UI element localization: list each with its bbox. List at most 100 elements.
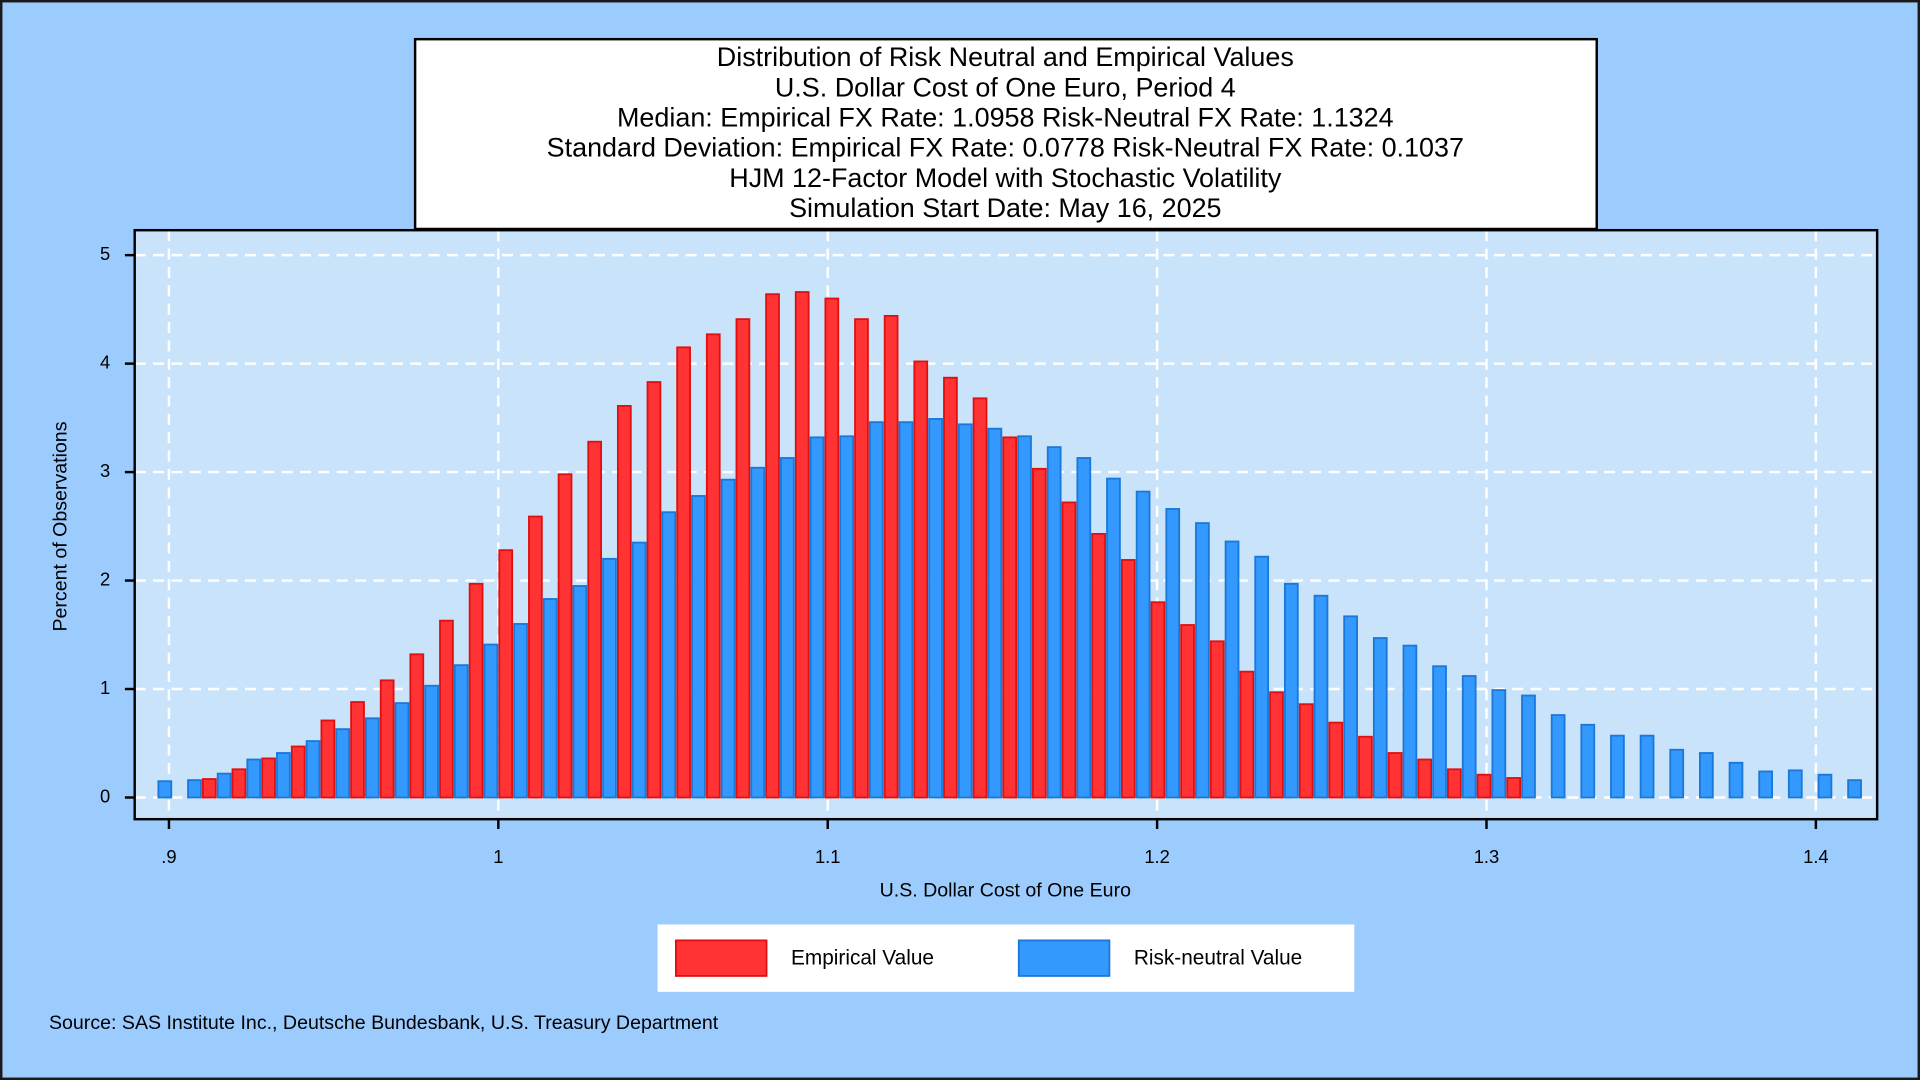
x-tick-label: 1.3 <box>1474 846 1500 867</box>
bar <box>809 436 825 799</box>
bar <box>824 297 840 799</box>
bar <box>616 405 632 799</box>
bar <box>1639 734 1655 799</box>
bar <box>839 435 855 799</box>
bar <box>661 511 677 799</box>
bar <box>913 360 929 799</box>
bar <box>276 752 291 799</box>
bar <box>1165 508 1181 799</box>
bar <box>1728 761 1744 799</box>
bar <box>1417 758 1433 799</box>
bar <box>1239 670 1255 799</box>
bar <box>379 679 395 799</box>
y-tick-label: 2 <box>100 568 110 589</box>
chart-title: Distribution of Risk Neutral and Empiric… <box>717 42 1294 72</box>
bar <box>1195 522 1210 799</box>
chart-subtitle: Standard Deviation: Empirical FX Rate: 0… <box>547 133 1464 163</box>
bar <box>957 423 973 799</box>
bar <box>898 421 914 799</box>
bar <box>646 381 662 799</box>
bar <box>1150 601 1166 799</box>
bar <box>1787 769 1803 799</box>
bar <box>350 701 365 799</box>
bar <box>1476 773 1492 799</box>
bar <box>602 557 617 799</box>
bar <box>1032 467 1047 799</box>
chart-subtitle: HJM 12-Factor Model with Stochastic Vola… <box>729 163 1282 193</box>
bar <box>290 745 306 799</box>
y-tick-label: 3 <box>100 460 110 481</box>
bar <box>424 684 439 799</box>
chart-subtitle: Median: Empirical FX Rate: 1.0958 Risk-N… <box>617 103 1394 133</box>
x-axis-label: U.S. Dollar Cost of One Euro <box>880 880 1131 902</box>
bar <box>557 473 573 799</box>
bar <box>187 779 202 799</box>
x-tick-label: 1.1 <box>815 846 841 867</box>
bar <box>1610 734 1625 799</box>
bar <box>1817 773 1833 799</box>
x-tick-label: .9 <box>161 846 176 867</box>
bar <box>1358 735 1373 799</box>
bar <box>1002 436 1018 799</box>
bar <box>1254 555 1270 799</box>
bar <box>1580 723 1596 799</box>
bar <box>1847 779 1862 799</box>
bar <box>231 768 247 799</box>
bar <box>1343 615 1358 799</box>
bar <box>305 740 321 799</box>
bar <box>1224 540 1240 799</box>
bar <box>409 653 425 799</box>
bar <box>1269 691 1284 799</box>
bar <box>1372 637 1388 799</box>
legend-swatch <box>1017 939 1111 977</box>
bar <box>572 585 588 799</box>
bar <box>1758 770 1773 799</box>
bar <box>750 466 766 799</box>
bar <box>1076 457 1092 799</box>
bar <box>1432 665 1447 799</box>
bar <box>320 719 336 799</box>
subtitles: U.S. Dollar Cost of One Euro, Period 4Me… <box>547 72 1464 222</box>
y-tick-label: 1 <box>100 677 110 698</box>
bar <box>854 318 869 799</box>
legend-label: Empirical Value <box>791 946 934 969</box>
bar <box>765 293 780 799</box>
bar <box>987 427 1003 799</box>
bar <box>498 549 514 799</box>
title-box <box>413 37 1598 231</box>
legend-box <box>657 924 1355 992</box>
bar <box>1283 582 1299 799</box>
bar <box>1521 694 1536 799</box>
chart-subtitle: Simulation Start Date: May 16, 2025 <box>789 193 1221 223</box>
x-tick-label: 1.4 <box>1803 846 1829 867</box>
bar <box>735 318 751 799</box>
bar <box>1091 532 1106 799</box>
y-tick-label: 0 <box>100 785 110 806</box>
bar <box>1180 624 1195 799</box>
bar <box>1402 644 1418 799</box>
y-tick-label: 4 <box>100 351 110 372</box>
x-tick-label: 1 <box>493 846 503 867</box>
bar <box>928 418 943 799</box>
bar <box>364 717 380 799</box>
bar <box>794 291 810 799</box>
bar <box>483 643 499 799</box>
bar <box>631 541 647 799</box>
source-note: Source: SAS Institute Inc., Deutsche Bun… <box>49 1012 719 1034</box>
bar <box>1298 703 1314 799</box>
y-tick-label: 5 <box>100 243 110 264</box>
bar <box>1669 748 1685 799</box>
bar <box>468 582 484 799</box>
bar <box>1017 435 1032 799</box>
bar <box>1550 714 1566 799</box>
bar <box>1328 721 1344 799</box>
bar <box>261 757 276 799</box>
bar <box>246 758 262 799</box>
bar <box>394 702 410 799</box>
bar <box>587 440 603 799</box>
bar <box>201 778 217 799</box>
bar <box>528 515 543 799</box>
bar <box>513 623 528 799</box>
